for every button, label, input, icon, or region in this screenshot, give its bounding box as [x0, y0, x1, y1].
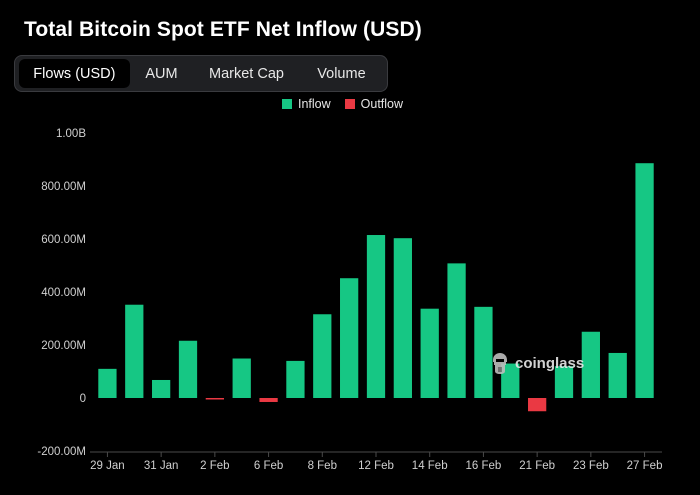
inflow-bar — [635, 163, 654, 398]
tab-market-cap[interactable]: Market Cap — [209, 65, 284, 82]
inflow-bar — [447, 263, 466, 398]
tab-aum[interactable]: AUM — [145, 65, 178, 82]
legend-item-outflow[interactable]: Outflow — [344, 97, 404, 111]
y-tick-label: -200.00M — [37, 446, 86, 458]
x-tick-label: 27 Feb — [627, 460, 663, 472]
x-tick-label: 8 Feb — [308, 460, 337, 472]
outflow-swatch — [344, 99, 355, 109]
x-tick-label: 6 Feb — [254, 460, 283, 472]
outflow-bar — [205, 398, 224, 400]
inflow-bar — [393, 238, 412, 398]
y-tick-label: 800.00M — [41, 181, 86, 193]
x-tick-label: 2 Feb — [200, 460, 229, 472]
coinglass-watermark: coinglass — [489, 351, 584, 375]
chart-legend: Inflow Outflow — [282, 97, 417, 111]
x-tick-label: 16 Feb — [466, 460, 502, 472]
inflow-bar — [152, 379, 171, 398]
inflow-bar — [581, 331, 600, 398]
x-tick-label: 31 Jan — [144, 460, 179, 472]
outflow-bar — [259, 398, 278, 402]
tab-flows-usd[interactable]: Flows (USD) — [19, 59, 130, 88]
x-tick-label: 23 Feb — [573, 460, 609, 472]
inflow-bar — [98, 368, 117, 398]
x-tick-label: 29 Jan — [90, 460, 125, 472]
outflow-bar — [528, 398, 547, 412]
inflow-bar — [608, 352, 627, 398]
inflow-bar — [474, 306, 493, 398]
inflow-bar — [125, 304, 144, 398]
inflow-bar — [554, 366, 574, 398]
inflow-bar — [313, 314, 332, 398]
inflow-bar — [366, 235, 386, 398]
x-tick-label: 12 Feb — [358, 460, 394, 472]
tab-volume[interactable]: Volume — [317, 65, 366, 82]
legend-outflow-label: Outflow — [360, 97, 404, 111]
y-tick-label: 0 — [80, 393, 86, 405]
inflow-bar — [340, 278, 359, 398]
y-tick-label: 1.00B — [56, 128, 86, 140]
inflow-bar — [286, 360, 305, 398]
coinglass-logo-icon — [493, 353, 507, 374]
inflow-bar — [420, 308, 439, 398]
inflow-bar — [178, 340, 198, 398]
x-tick-label: 14 Feb — [412, 460, 448, 472]
x-tick-label: 21 Feb — [519, 460, 555, 472]
inflow-swatch — [282, 99, 292, 109]
y-tick-label: 400.00M — [41, 287, 86, 299]
inflow-bar — [501, 363, 520, 398]
y-tick-label: 200.00M — [41, 340, 86, 352]
inflow-bar — [232, 358, 251, 398]
watermark-text: coinglass — [515, 354, 585, 372]
metric-tab-bar: Flows (USD) AUM Market Cap Volume — [14, 55, 388, 92]
legend-item-inflow[interactable]: Inflow — [282, 97, 331, 111]
chart-title: Total Bitcoin Spot ETF Net Inflow (USD) — [24, 18, 422, 41]
legend-inflow-label: Inflow — [298, 97, 331, 111]
y-tick-label: 600.00M — [41, 234, 86, 246]
